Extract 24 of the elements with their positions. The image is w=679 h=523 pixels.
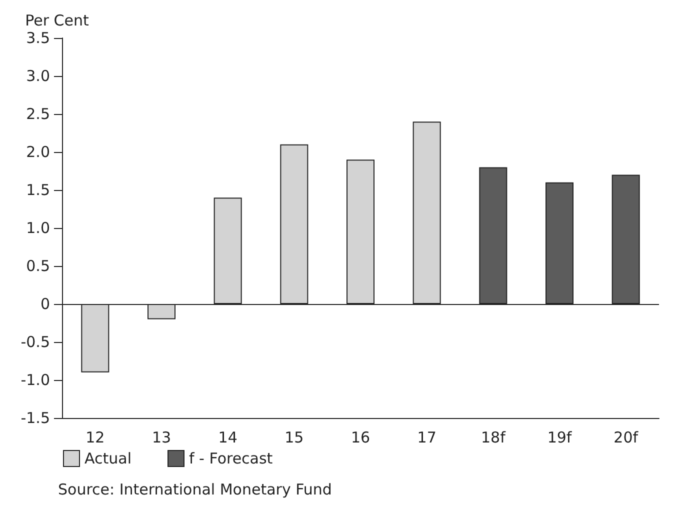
y-tick-label: -1.0 bbox=[20, 371, 50, 389]
y-tick-label: 3.5 bbox=[26, 29, 50, 47]
legend-label: f - Forecast bbox=[188, 450, 273, 468]
x-tick-label: 19f bbox=[547, 428, 572, 446]
x-tick-label: 16 bbox=[350, 428, 370, 446]
x-tick-label: 17 bbox=[417, 428, 436, 446]
x-tick-label: 13 bbox=[152, 428, 172, 446]
source-note: Source: International Monetary Fund bbox=[58, 480, 332, 498]
y-tick-label: 1.5 bbox=[26, 181, 50, 199]
x-tick-label: 20f bbox=[614, 428, 639, 446]
x-tick-label: 18f bbox=[480, 428, 506, 446]
y-tick-label: 2.5 bbox=[26, 105, 50, 123]
x-tick-label: 14 bbox=[218, 428, 238, 446]
y-axis-title: Per Cent bbox=[25, 12, 89, 30]
y-tick-label: -1.5 bbox=[20, 409, 50, 427]
y-tick-label: 0 bbox=[40, 295, 50, 313]
y-tick-label: 2.0 bbox=[26, 143, 50, 161]
y-tick-label: 1.0 bbox=[26, 219, 50, 237]
y-tick-label: 0.5 bbox=[26, 257, 50, 275]
x-tick-label: 12 bbox=[86, 428, 105, 446]
y-tick-label: 3.0 bbox=[26, 67, 50, 85]
legend-label: Actual bbox=[84, 450, 132, 468]
x-tick-label: 15 bbox=[284, 428, 304, 446]
y-tick-label: -0.5 bbox=[20, 333, 50, 351]
